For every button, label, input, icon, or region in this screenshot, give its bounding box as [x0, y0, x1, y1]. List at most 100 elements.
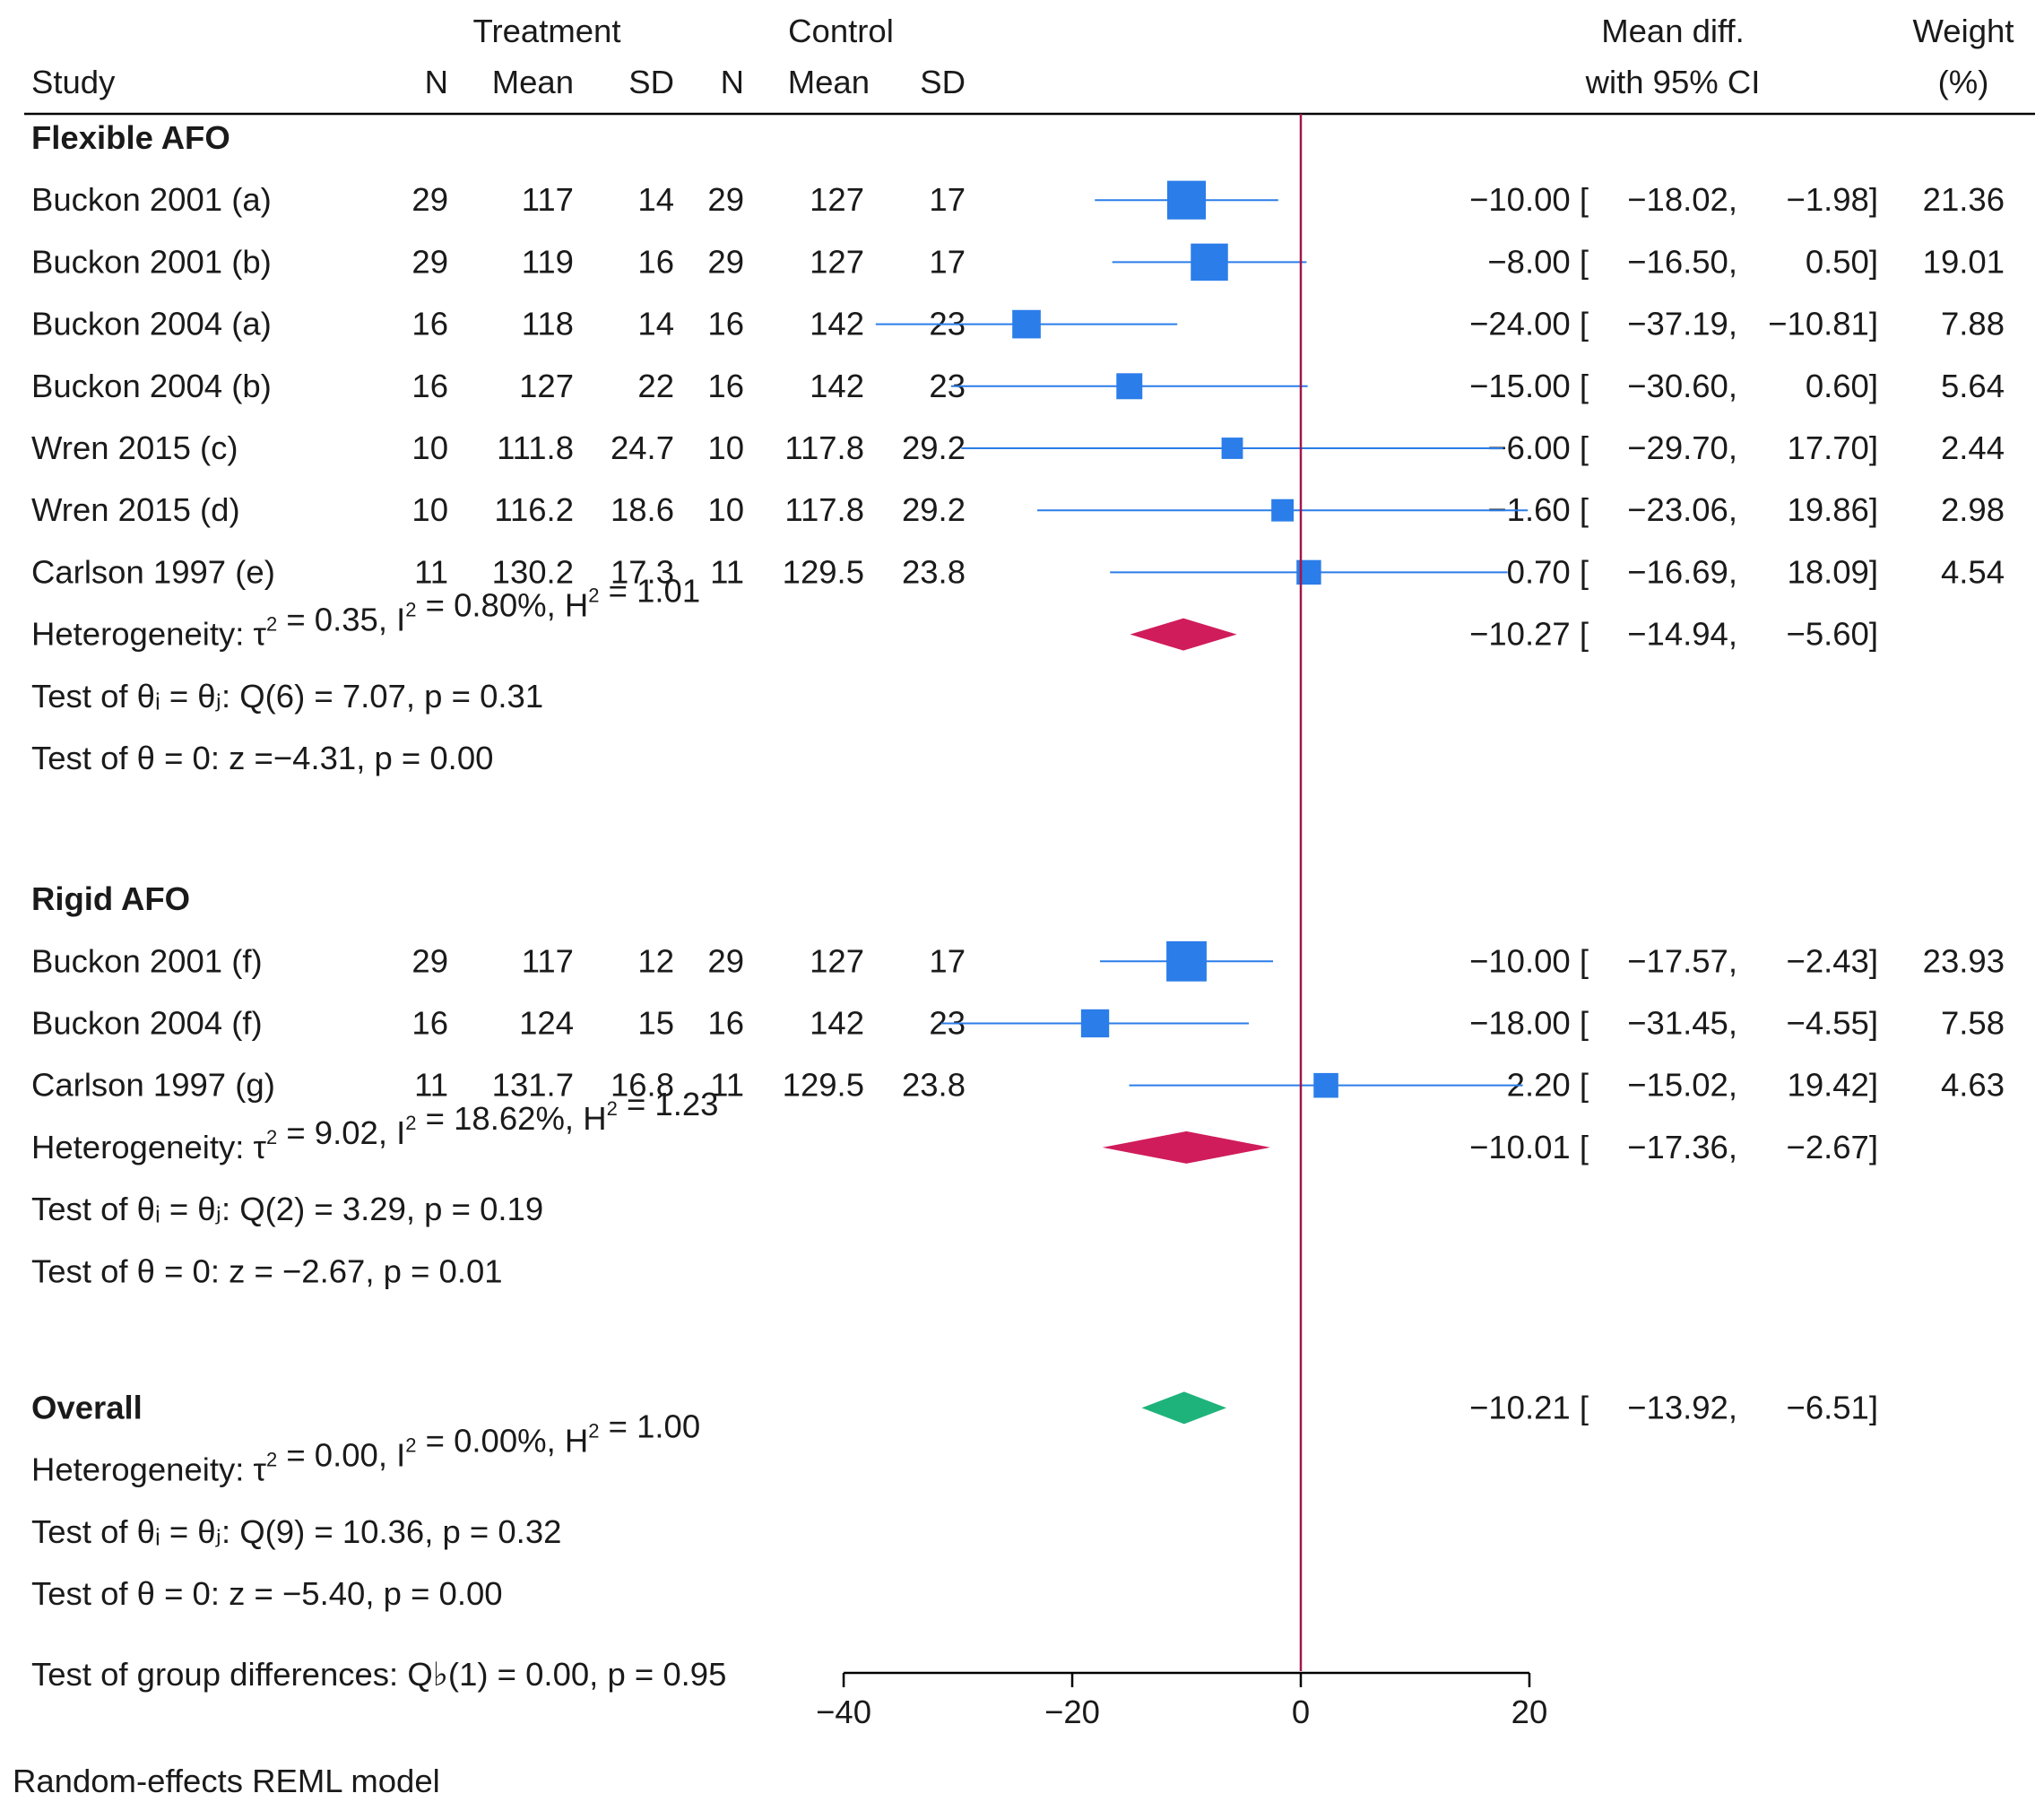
- group-2-summary-ci-high-label: −2.67]: [1787, 1129, 1879, 1165]
- group-2-study-2-name: Buckon 2004 (f): [31, 1004, 263, 1041]
- group-2-study-3-control-mean: 129.5: [783, 1067, 864, 1104]
- group-2-study-1-ci-low-label: −17.57,: [1627, 942, 1737, 979]
- group-1-study-2-control-sd: 17: [929, 243, 966, 280]
- group-2-title: Rigid AFO: [31, 880, 190, 917]
- group-1-study-5-weight: 2.44: [1941, 429, 2005, 466]
- group-1-study-7-control-mean: 129.5: [783, 553, 864, 590]
- group-1-study-4-treatment-mean: 127: [519, 368, 574, 404]
- group-2-study-3-ci-high-label: 19.42]: [1788, 1067, 1878, 1104]
- group-1-study-2-marker: [1191, 243, 1228, 282]
- group-2-study-3-treatment-mean: 131.7: [492, 1067, 574, 1104]
- group-1-study-3-marker: [1012, 309, 1041, 339]
- group-2-study-1-weight: 23.93: [1923, 942, 2005, 979]
- x-tick-label-3: 0: [1292, 1694, 1310, 1730]
- group-1-study-2-weight: 19.01: [1923, 243, 2005, 280]
- group-1-study-3-ci-low-label: −37.19,: [1627, 306, 1737, 342]
- group-2-study-3-treatment-sd: 16.8: [611, 1067, 674, 1104]
- group-1-test-effect: Test of θ = 0: z =−4.31, p = 0.00: [31, 740, 493, 776]
- header-effect-line2: with 95% CI: [1585, 64, 1761, 100]
- group-1-study-3-treatment-sd: 14: [637, 306, 674, 342]
- group-1-study-2-ci-high-label: 0.50]: [1806, 243, 1878, 280]
- group-1-study-2-control-n: 29: [707, 243, 744, 280]
- group-1-study-2-treatment-n: 29: [411, 243, 448, 280]
- header-study: Study: [31, 64, 116, 100]
- group-2-study-2-marker: [1080, 1009, 1110, 1038]
- group-2-study-2-md-label: −18.00 [: [1469, 1004, 1589, 1041]
- group-1-title: Flexible AFO: [31, 119, 230, 156]
- group-2-study-1-control-sd: 17: [929, 942, 966, 979]
- overall-summary-md-label: −10.21 [: [1469, 1389, 1589, 1425]
- group-1-study-7-md-label: 0.70 [: [1507, 553, 1589, 590]
- group-1-study-5-control-sd: 29.2: [902, 429, 966, 466]
- group-2-study-1-ci-high-label: −2.43]: [1787, 942, 1879, 979]
- overall-heterogeneity: Heterogeneity: τ2 = 0.00, I2 = 0.00%, H2…: [31, 1408, 700, 1488]
- header-treatment-mean: Mean: [492, 64, 574, 100]
- header-control-n: N: [721, 64, 744, 100]
- group-2-study-3-name: Carlson 1997 (g): [31, 1067, 275, 1104]
- group-1-study-7-treatment-mean: 130.2: [492, 553, 574, 590]
- x-tick-label-2: −20: [1044, 1694, 1100, 1730]
- group-2-heterogeneity: Heterogeneity: τ2 = 9.02, I2 = 18.62%, H…: [31, 1086, 718, 1165]
- group-1-study-4-control-n: 16: [707, 368, 744, 404]
- group-2-study-1-control-n: 29: [707, 942, 744, 979]
- group-1-study-5-ci-high-label: 17.70]: [1788, 429, 1878, 466]
- group-2-study-3-weight: 4.63: [1941, 1067, 2005, 1104]
- group-1-study-2-md-label: −8.00 [: [1487, 243, 1589, 280]
- group-1-study-1-weight: 21.36: [1923, 181, 2005, 218]
- group-1-study-7-weight: 4.54: [1941, 553, 2005, 590]
- header-weight-line1: Weight: [1913, 13, 2014, 49]
- header-treatment-n: N: [425, 64, 448, 100]
- group-1-heterogeneity: Heterogeneity: τ2 = 0.35, I2 = 0.80%, H2…: [31, 573, 700, 653]
- group-1-study-4-treatment-n: 16: [411, 368, 448, 404]
- group-1-study-5-name: Wren 2015 (c): [31, 429, 238, 466]
- overall-title: Overall: [31, 1389, 143, 1425]
- group-2-test-effect: Test of θ = 0: z = −2.67, p = 0.01: [31, 1252, 503, 1289]
- group-2-study-2-treatment-n: 16: [411, 1004, 448, 1041]
- group-1-study-5-control-n: 10: [707, 429, 744, 466]
- group-1-study-4-control-mean: 142: [810, 368, 864, 404]
- header-treatment-sd: SD: [628, 64, 674, 100]
- group-1-study-5-control-mean: 117.8: [784, 429, 864, 466]
- group-1-study-7-control-sd: 23.8: [902, 553, 966, 590]
- group-1-study-1-control-n: 29: [707, 181, 744, 218]
- group-1-study-7-name: Carlson 1997 (e): [31, 553, 275, 590]
- group-1-study-5-md-label: −6.00 [: [1487, 429, 1589, 466]
- group-1-study-4-name: Buckon 2004 (b): [31, 368, 272, 404]
- group-1-study-2-ci-low-label: −16.50,: [1627, 243, 1737, 280]
- group-2-study-1-md-label: −10.00 [: [1469, 942, 1589, 979]
- group-1-summary-ci-high-label: −5.60]: [1787, 616, 1879, 653]
- group-1-summary-ci-low-label: −14.94,: [1627, 616, 1737, 653]
- overall-summary-diamond: [1141, 1391, 1227, 1425]
- x-tick-label-4: 20: [1511, 1694, 1548, 1730]
- overall-summary-ci-high-label: −6.51]: [1787, 1389, 1879, 1425]
- group-2-study-1-treatment-n: 29: [411, 942, 448, 979]
- group-2-study-2-ci-low-label: −31.45,: [1627, 1004, 1737, 1041]
- group-1-study-1-name: Buckon 2001 (a): [31, 181, 272, 218]
- group-1-study-5-treatment-n: 10: [411, 429, 448, 466]
- group-1-study-5-ci-low-label: −29.70,: [1627, 429, 1737, 466]
- group-1-study-7-control-n: 11: [710, 553, 744, 590]
- group-1-test-homogeneity: Test of θᵢ = θⱼ: Q(6) = 7.07, p = 0.31: [31, 678, 543, 715]
- group-1-study-6-treatment-mean: 116.2: [494, 491, 574, 528]
- header-control-sd: SD: [920, 64, 966, 100]
- group-1-study-2-treatment-sd: 16: [637, 243, 674, 280]
- group-1-study-6-marker: [1271, 498, 1295, 522]
- group-1-summary-md-label: −10.27 [: [1469, 616, 1589, 653]
- group-2-study-1-name: Buckon 2001 (f): [31, 942, 263, 979]
- group-1-study-3-control-mean: 142: [810, 306, 864, 342]
- group-1-study-6-ci-high-label: 19.86]: [1788, 491, 1878, 528]
- group-2-summary-ci-low-label: −17.36,: [1627, 1129, 1737, 1165]
- group-1-study-5-treatment-sd: 24.7: [611, 429, 674, 466]
- group-1-study-1-treatment-n: 29: [411, 181, 448, 218]
- group-1-study-1-treatment-mean: 117: [522, 181, 574, 218]
- group-1-study-3-md-label: −24.00 [: [1469, 306, 1589, 342]
- group-2-study-3-ci-low-label: −15.02,: [1627, 1067, 1737, 1104]
- group-1-study-4-md-label: −15.00 [: [1469, 368, 1589, 404]
- group-1-study-7-ci-low-label: −16.69,: [1627, 553, 1737, 590]
- group-1-study-6-control-mean: 117.8: [784, 491, 864, 528]
- header-treatment: Treatment: [473, 13, 621, 49]
- group-2-study-2-weight: 7.58: [1941, 1004, 2005, 1041]
- group-2-summary-diamond: [1102, 1131, 1270, 1164]
- group-2-study-2-control-mean: 142: [810, 1004, 864, 1041]
- group-1-study-3-treatment-n: 16: [411, 306, 448, 342]
